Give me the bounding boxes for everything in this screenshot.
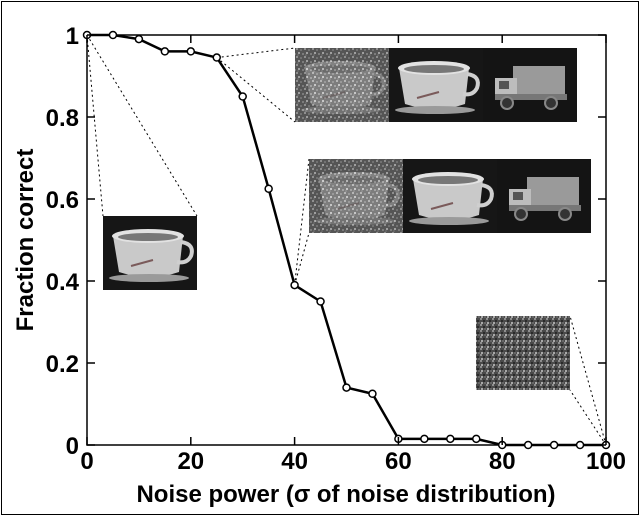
inset-noise-25	[216, 46, 578, 124]
series-line	[82, 30, 611, 450]
y-tick-label: 0	[66, 433, 79, 460]
y-tick-label: 0.4	[46, 269, 80, 296]
data-point	[446, 434, 455, 444]
y-tick-label: 1	[66, 23, 79, 50]
cup-thumbnail	[401, 157, 499, 235]
inset-clean-cup	[86, 34, 199, 292]
data-point	[108, 30, 118, 40]
plot-axes	[86, 34, 607, 446]
y-tick-label: 0.8	[46, 105, 79, 132]
inset-noise-100	[476, 315, 607, 446]
inset-images	[86, 34, 607, 446]
data-point	[212, 53, 221, 62]
x-tick-label: 60	[385, 448, 412, 475]
data-point	[420, 434, 429, 444]
y-axis-label: Fraction correct	[12, 149, 39, 332]
inset-connector	[569, 389, 607, 446]
inset-connector	[216, 47, 296, 59]
data-point	[342, 383, 351, 392]
inset-connector	[216, 57, 296, 123]
x-tick-label: 0	[80, 448, 93, 475]
y-tick-label: 0.6	[46, 187, 79, 214]
inset-connector	[569, 315, 607, 446]
noise-overlay	[309, 159, 403, 233]
cup-thumbnail	[101, 214, 199, 292]
inset-connector	[86, 34, 104, 217]
x-tick-label: 20	[177, 448, 204, 475]
tick-labels: 0 20 40 60 80 100 0 0.2 0.4 0.6 0.8 1	[46, 23, 626, 475]
plot-box	[86, 34, 607, 446]
noise-overlay	[295, 48, 389, 122]
cup-thumbnail	[387, 46, 485, 124]
data-point	[134, 34, 144, 44]
noise-thumbnail	[476, 316, 570, 390]
inset-noise-40	[294, 157, 592, 286]
data-point	[575, 440, 585, 450]
x-axis-label: Noise power (σ of noise distribution)	[136, 481, 555, 508]
y-tick-label: 0.2	[46, 351, 79, 378]
data-point	[238, 92, 247, 101]
inset-connector	[86, 34, 198, 217]
data-point	[264, 184, 273, 193]
data-point	[549, 440, 559, 450]
truck-thumbnail	[496, 158, 592, 234]
data-point	[160, 47, 170, 56]
inset-connector	[294, 232, 310, 286]
x-tick-label: 80	[489, 448, 516, 475]
data-point	[316, 297, 325, 306]
data-point	[186, 47, 196, 56]
x-tick-label: 40	[281, 448, 308, 475]
inset-connector	[294, 158, 310, 286]
data-point	[368, 389, 377, 398]
data-point	[472, 434, 481, 444]
data-point	[523, 440, 533, 450]
truck-thumbnail	[482, 47, 578, 123]
x-tick-label: 100	[586, 448, 626, 475]
data-point	[290, 280, 299, 290]
